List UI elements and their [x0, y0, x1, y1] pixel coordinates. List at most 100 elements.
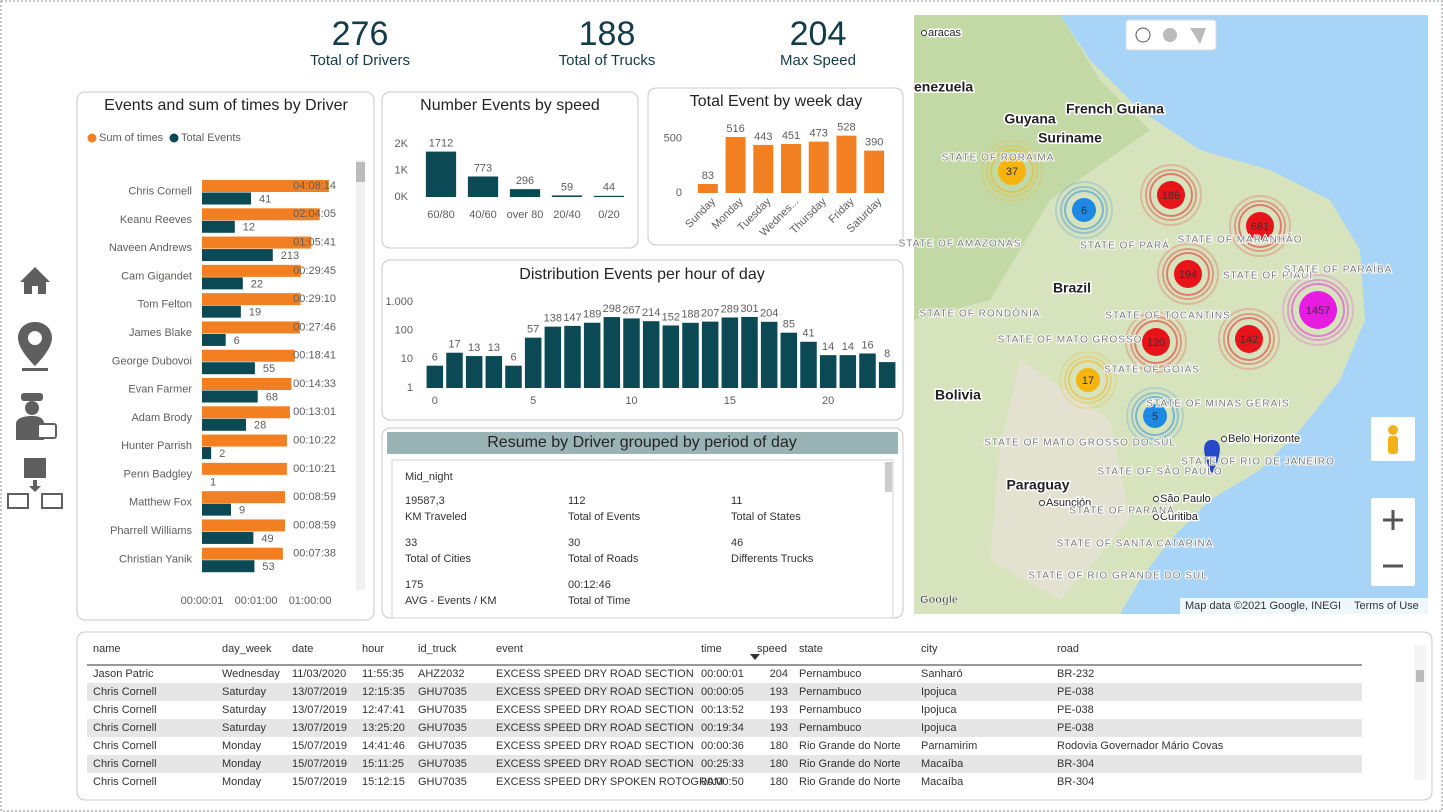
category-label: Evan Farmer: [128, 384, 192, 396]
value-label: 28: [254, 420, 266, 432]
cluster[interactable]: [1072, 198, 1096, 222]
bar: [202, 390, 258, 403]
x-tick-label: 5: [530, 395, 536, 407]
bar: [446, 352, 463, 388]
table-cell: Rio Grande do Norte: [799, 740, 901, 752]
bar: [741, 316, 758, 388]
value-label: 00:10:22: [293, 434, 336, 446]
map[interactable]: [914, 15, 1428, 614]
table-cell: 15/07/2019: [292, 758, 347, 770]
cluster[interactable]: [1157, 181, 1185, 209]
x-tick-label: 20: [822, 395, 834, 407]
scroll-thumb[interactable]: [885, 462, 892, 492]
column-header[interactable]: id_truck: [418, 643, 457, 655]
value-label: 528: [837, 122, 855, 134]
city-label: Asunción: [1046, 497, 1091, 509]
cluster[interactable]: [998, 157, 1026, 185]
bar: [603, 317, 621, 388]
table-cell: GHU7035: [418, 722, 467, 734]
column-header[interactable]: road: [1057, 643, 1079, 655]
bar: [551, 195, 583, 197]
table-cell: 180: [770, 758, 788, 770]
table-cell: Saturday: [222, 686, 267, 698]
value-label: 6: [234, 335, 240, 347]
table-cell: 13/07/2019: [292, 722, 347, 734]
table-cell: GHU7035: [418, 686, 467, 698]
value-label: 02:04:05: [293, 208, 336, 220]
cluster[interactable]: [1174, 260, 1202, 288]
resume-value: 19587,3: [405, 495, 445, 507]
cluster-halo: [1125, 311, 1187, 373]
table-cell: Ipojuca: [921, 686, 957, 698]
value-label: 14: [842, 341, 854, 353]
value-label: 301: [740, 303, 758, 315]
kpi-value: 276: [332, 15, 389, 53]
kpi-label: Max Speed: [780, 52, 856, 69]
map-attribution: Map data ©2021 Google, INEGI: [1185, 600, 1341, 612]
cluster[interactable]: [1142, 328, 1170, 356]
kpi-label: Total of Trucks: [559, 52, 656, 69]
scroll-thumb[interactable]: [356, 162, 365, 182]
cluster[interactable]: [1076, 368, 1100, 392]
table-scrollbar[interactable]: [1414, 645, 1426, 780]
bar: [780, 332, 798, 388]
driver-icon[interactable]: [16, 393, 57, 440]
sort-arrow[interactable]: [750, 654, 760, 660]
column-header[interactable]: city: [921, 643, 938, 655]
value-label: 41: [259, 193, 271, 205]
column-header[interactable]: hour: [362, 643, 384, 655]
value-label: 296: [516, 175, 534, 187]
country-label: Guyana: [1004, 111, 1056, 127]
bar: [725, 136, 746, 193]
column-header[interactable]: date: [292, 643, 313, 655]
kpi-label: Total of Drivers: [310, 52, 410, 69]
cluster[interactable]: [1235, 325, 1263, 353]
chart-title: Total Event by week day: [690, 93, 863, 110]
column-header[interactable]: day_week: [222, 643, 272, 655]
value-label: 473: [810, 128, 828, 140]
cluster-count: 5: [1152, 411, 1158, 423]
home-icon[interactable]: [20, 267, 50, 294]
map-terms[interactable]: Terms of Use: [1354, 600, 1419, 612]
value-label: 00:07:38: [293, 548, 336, 560]
column-header[interactable]: time: [701, 643, 722, 655]
value-label: 00:14:33: [293, 378, 336, 390]
bar: [202, 378, 292, 390]
y-tick-label: 0K: [395, 191, 409, 203]
legend-label: Sum of times: [99, 132, 164, 144]
resume-label: Total of Events: [568, 511, 641, 523]
resume-group: Mid_night: [405, 471, 453, 483]
lasso-tool[interactable]: [1190, 28, 1206, 44]
category-label: Naveen Andrews: [109, 242, 193, 254]
x-tick-label: 00:01:00: [235, 595, 278, 607]
scroll-thumb[interactable]: [1416, 670, 1424, 682]
resume-label: Total of Roads: [568, 553, 639, 565]
column-header[interactable]: speed: [757, 643, 787, 655]
cluster-halo: [1060, 186, 1108, 234]
building-icon[interactable]: [7, 458, 63, 509]
value-label: 00:08:59: [293, 519, 336, 531]
value-label: 19: [249, 307, 261, 319]
cluster-halo: [1055, 181, 1113, 239]
column-header[interactable]: state: [799, 643, 823, 655]
cluster[interactable]: [1143, 404, 1167, 428]
cluster[interactable]: [1299, 291, 1337, 329]
column-header[interactable]: name: [93, 643, 121, 655]
value-label: 189: [583, 309, 601, 321]
table-cell: Rodovia Governador Mário Covas: [1057, 740, 1224, 752]
table-cell: Pernambuco: [799, 704, 861, 716]
value-label: 53: [262, 561, 274, 573]
value-label: 85: [783, 319, 795, 331]
column-header[interactable]: event: [496, 643, 523, 655]
pan-tool[interactable]: [1135, 27, 1151, 43]
circle-tool[interactable]: [1163, 28, 1177, 42]
bar: [836, 135, 857, 193]
table-cell: Pernambuco: [799, 686, 861, 698]
zoom-in[interactable]: [1383, 510, 1403, 530]
scrollbar[interactable]: [356, 160, 365, 590]
table-cell: 204: [770, 668, 788, 680]
bar: [202, 236, 312, 249]
location-icon[interactable]: [18, 322, 52, 371]
cluster[interactable]: [1246, 212, 1274, 240]
cluster-halo: [1126, 387, 1184, 445]
